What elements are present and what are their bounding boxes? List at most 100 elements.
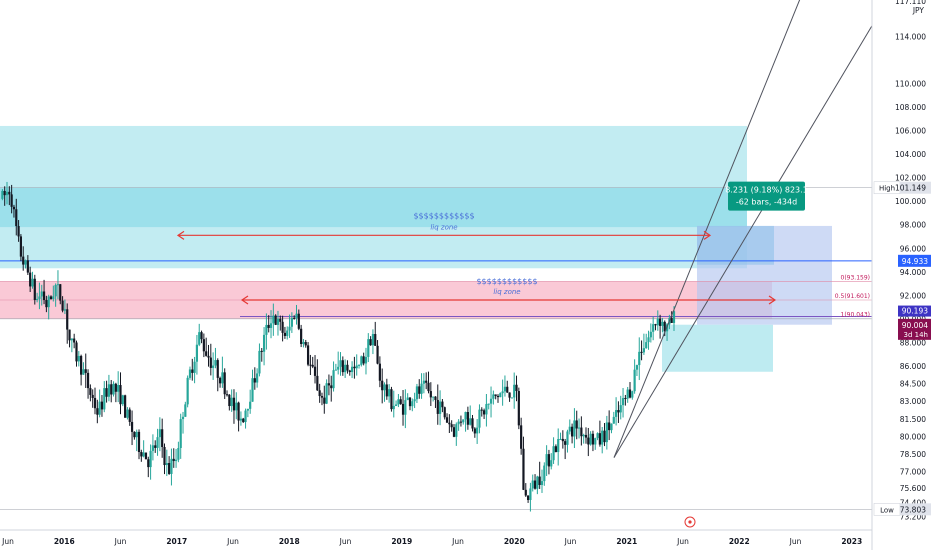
candle-body: [17, 226, 20, 237]
candle-body: [526, 495, 530, 500]
candle-body: [432, 396, 435, 398]
candle-body: [621, 398, 625, 406]
time-tick-label: 2021: [616, 537, 637, 546]
candle-body: [628, 389, 632, 398]
candle-body: [179, 419, 182, 448]
time-axis[interactable]: Jun 2016 Jun 2017 Jun 2018 Jun 2019 Jun 2020 Jun 20…: [0, 529, 872, 546]
price-tick-label: 88.000: [900, 338, 926, 347]
candle-body: [168, 463, 171, 474]
candle-body: [265, 324, 268, 335]
price-tick-label: 98.000: [900, 221, 926, 230]
trend-line-shallow: [613, 0, 888, 458]
price-tick-label: 86.000: [900, 362, 926, 371]
candle-body: [610, 423, 613, 431]
candle-body: [378, 363, 381, 381]
projection-box-top: [697, 225, 774, 265]
candle-body: [117, 385, 120, 392]
candle-body: [19, 236, 23, 257]
candle-body: [557, 439, 560, 453]
time-tick-label: Jun: [226, 537, 239, 546]
candle-body: [547, 454, 551, 467]
candle-body: [320, 396, 324, 398]
trend-line-steep: [613, 0, 801, 458]
candle-body: [438, 401, 442, 414]
candle-body: [471, 418, 474, 429]
candle-body: [188, 369, 192, 378]
candle-body: [147, 459, 150, 468]
candle-body: [207, 355, 210, 358]
candle-body: [332, 370, 335, 389]
candle-body: [337, 366, 340, 370]
candle-body: [645, 342, 648, 349]
candle-body: [529, 488, 532, 500]
candle-body: [105, 388, 108, 397]
candle-body: [587, 437, 590, 445]
candle-body: [26, 260, 29, 273]
candle-body: [191, 369, 194, 373]
candle-body: [202, 339, 205, 352]
candle-body: [288, 326, 291, 331]
candle-body: [253, 378, 256, 383]
candle-body: [181, 416, 185, 420]
candle-body: [441, 401, 444, 408]
time-tick-label: 2022: [729, 537, 750, 546]
candle-body: [522, 448, 525, 490]
candle-body: [494, 394, 497, 396]
candle-body: [425, 380, 428, 383]
time-tick-label: 2020: [504, 537, 525, 546]
lower-dollars-text: $$$$$$$$$$$$: [476, 277, 537, 286]
candle-body: [223, 372, 226, 395]
candle-body: [520, 425, 523, 449]
candle-body: [374, 334, 377, 346]
candle-body: [401, 403, 405, 415]
time-tick-label: 2019: [391, 537, 412, 546]
candle-body: [258, 350, 261, 374]
candle-body: [459, 421, 463, 423]
candle-body: [302, 342, 305, 345]
measure-line-1: 8.231 (9.18%) 823.1: [725, 186, 808, 195]
candle-body: [640, 351, 643, 353]
candle-body: [429, 391, 432, 398]
candle-body: [47, 296, 50, 308]
candle-body: [52, 296, 55, 300]
fib-label-1: 0.5(91.601): [835, 293, 870, 300]
candle-body: [341, 360, 344, 373]
candle-body: [462, 419, 465, 423]
candle-body: [559, 438, 562, 440]
candle-body: [399, 399, 402, 404]
candle-body: [371, 334, 375, 346]
time-tick-label: Jun: [339, 537, 352, 546]
candle-body: [469, 418, 472, 425]
candle-body: [476, 427, 479, 434]
candle-body: [256, 373, 259, 383]
candle-body: [110, 384, 113, 395]
measure-line-2: -62 bars, -434d: [736, 198, 797, 207]
candle-body: [22, 256, 25, 265]
candle-body: [290, 317, 293, 327]
candle-body: [383, 384, 386, 391]
candle-body: [369, 339, 372, 346]
candle-body: [31, 278, 34, 287]
candle-body: [582, 434, 585, 437]
candle-body: [524, 489, 527, 496]
candle-body: [93, 397, 97, 409]
overlay-layer: $$$$$$$$$$$$ liq zone $$$$$$$$$$$$ liq zone…: [176, 0, 888, 528]
candle-body: [246, 408, 249, 411]
price-tick-label: 84.500: [900, 380, 926, 389]
candle-body: [306, 345, 310, 365]
lower-zone-label: liq zone: [493, 288, 520, 296]
candle-body: [353, 366, 356, 369]
time-tick-label: 2017: [166, 537, 187, 546]
price-tick-label: 92.000: [900, 291, 926, 300]
last-price-tag: [898, 318, 931, 340]
candle-body: [626, 389, 629, 399]
candle-body: [457, 421, 460, 425]
time-tick-label: 2018: [279, 537, 300, 546]
candle-body: [390, 389, 393, 410]
fib-label-2: 1(90.043): [841, 311, 871, 318]
candle-body: [225, 394, 229, 396]
candle-body: [33, 278, 36, 300]
candle-body: [133, 431, 136, 438]
